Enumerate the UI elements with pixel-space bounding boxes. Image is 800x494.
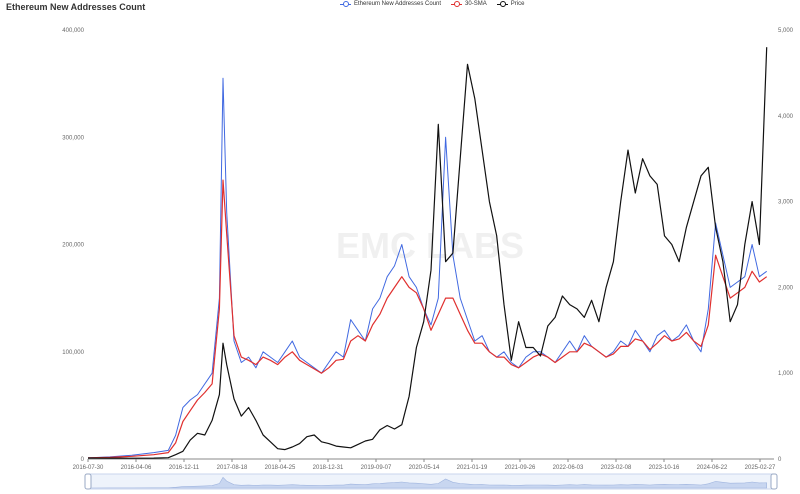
legend-item-price[interactable]: Price <box>496 1 525 7</box>
x-tick-label: 2021-01-19 <box>457 465 488 471</box>
series-price-line <box>87 47 768 459</box>
series-new-addresses-line <box>87 77 767 459</box>
legend-item-new-addresses[interactable]: Ethereum New Addresses Count <box>340 1 441 7</box>
x-tick-label: 2019-09-07 <box>361 465 392 471</box>
y-right-tick-label: 4,000 <box>778 114 794 120</box>
series-sma-line <box>87 179 768 459</box>
x-tick-label: 2018-12-31 <box>313 465 344 471</box>
y-right-tick-label: 0 <box>778 457 782 463</box>
legend-swatch-blue <box>340 1 351 7</box>
y-left-tick-label: 0 <box>81 457 85 463</box>
x-tick-label: 2016-12-11 <box>169 465 200 471</box>
x-tick-label: 2016-07-30 <box>73 465 104 471</box>
series-layer <box>87 47 768 459</box>
x-tick-label: 2024-06-22 <box>697 465 728 471</box>
legend-item-sma[interactable]: 30-SMA <box>451 1 487 7</box>
y-right-tick-label: 1,000 <box>778 371 794 377</box>
x-tick-label: 2016-04-06 <box>121 465 152 471</box>
y-left-tick-label: 300,000 <box>62 135 84 141</box>
zoom-preview-area <box>87 476 767 489</box>
legend-label-sma: 30-SMA <box>465 1 487 7</box>
x-tick-label: 2023-02-08 <box>601 465 632 471</box>
y-right-tick-label: 3,000 <box>778 200 794 206</box>
y-right-tick-label: 5,000 <box>778 28 794 34</box>
legend-label-new-addresses: Ethereum New Addresses Count <box>354 1 442 7</box>
y-left-tick-label: 200,000 <box>62 243 84 249</box>
x-tick-label: 2025-02-27 <box>745 465 776 471</box>
legend: Ethereum New Addresses Count 30-SMA Pric… <box>340 1 524 7</box>
x-tick-label: 2017-08-18 <box>217 465 248 471</box>
chart-title: Ethereum New Addresses Count <box>6 2 146 12</box>
watermark: EMC LABS <box>336 225 524 266</box>
zoom-handle-right[interactable] <box>770 473 778 490</box>
zoom-handle-left[interactable] <box>84 473 92 490</box>
y-right-tick-label: 2,000 <box>778 285 794 291</box>
x-tick-label: 2021-09-26 <box>505 465 536 471</box>
legend-label-price: Price <box>510 1 525 7</box>
y-left-tick-label: 400,000 <box>62 28 84 34</box>
x-tick-label: 2023-10-16 <box>649 465 680 471</box>
legend-swatch-black <box>496 1 508 7</box>
x-tick-label: 2020-05-14 <box>409 465 440 471</box>
legend-swatch-red <box>451 1 463 7</box>
zoom-slider[interactable] <box>84 473 778 490</box>
x-tick-label: 2022-06-03 <box>553 465 584 471</box>
y-left-tick-label: 100,000 <box>62 350 84 356</box>
x-tick-label: 2018-04-25 <box>265 465 296 471</box>
chart-axes: 0 100,000 200,000 300,000 400,000 0 1,000 2,000… <box>62 28 793 471</box>
